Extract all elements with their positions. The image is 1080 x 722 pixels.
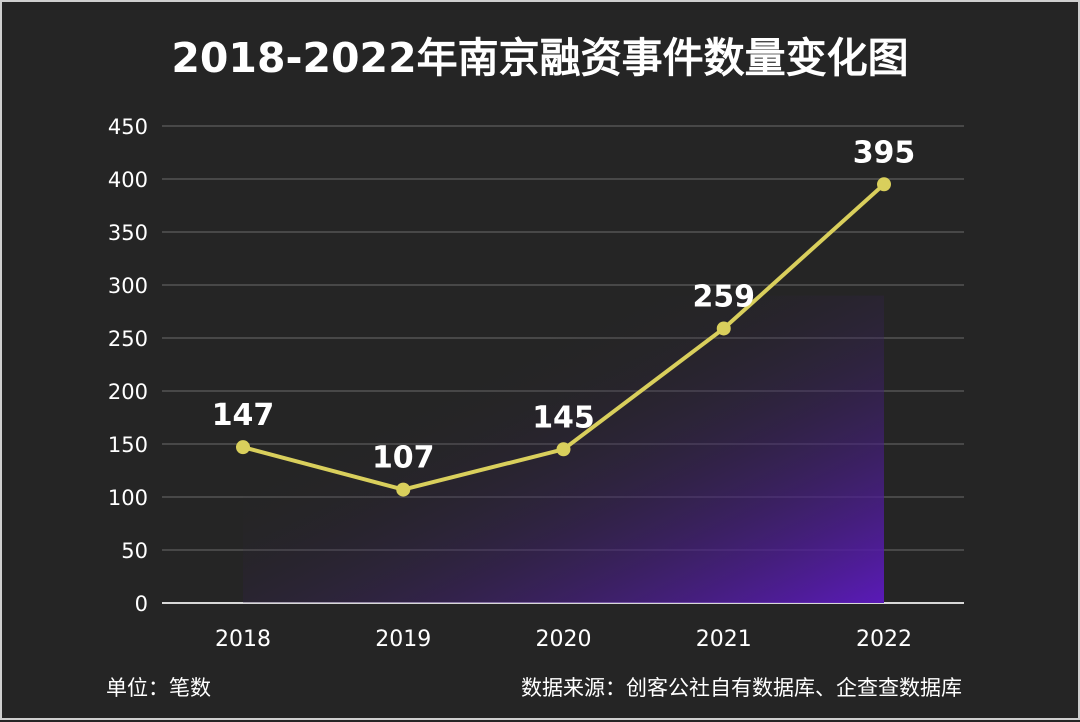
data-label: 147 bbox=[212, 398, 275, 433]
y-tick-label: 200 bbox=[108, 380, 148, 404]
data-point bbox=[556, 442, 571, 457]
data-point bbox=[396, 482, 411, 497]
data-label: 395 bbox=[853, 135, 916, 170]
data-label: 107 bbox=[372, 441, 435, 476]
y-tick-label: 450 bbox=[108, 115, 148, 139]
data-point bbox=[716, 321, 731, 336]
x-tick-label: 2020 bbox=[536, 627, 592, 652]
source-label: 数据来源：创客公社自有数据库、企查查数据库 bbox=[521, 676, 962, 700]
y-tick-label: 400 bbox=[108, 168, 148, 192]
x-tick-label: 2019 bbox=[375, 627, 431, 652]
x-tick-label: 2022 bbox=[856, 627, 912, 652]
y-tick-label: 350 bbox=[108, 221, 148, 245]
y-tick-label: 250 bbox=[108, 327, 148, 351]
y-tick-label: 0 bbox=[135, 592, 148, 616]
x-tick-label: 2018 bbox=[215, 627, 271, 652]
y-tick-label: 150 bbox=[108, 433, 148, 457]
x-tick-label: 2021 bbox=[696, 627, 752, 652]
y-tick-label: 100 bbox=[108, 486, 148, 510]
unit-label: 单位：笔数 bbox=[106, 676, 211, 700]
data-point bbox=[236, 440, 250, 455]
y-tick-label: 50 bbox=[121, 539, 148, 563]
data-point bbox=[877, 177, 891, 192]
y-tick-label: 300 bbox=[108, 274, 148, 298]
chart-title: 2018-2022年南京融资事件数量变化图 bbox=[171, 34, 909, 82]
data-label: 145 bbox=[532, 400, 595, 435]
data-label: 259 bbox=[692, 279, 755, 314]
